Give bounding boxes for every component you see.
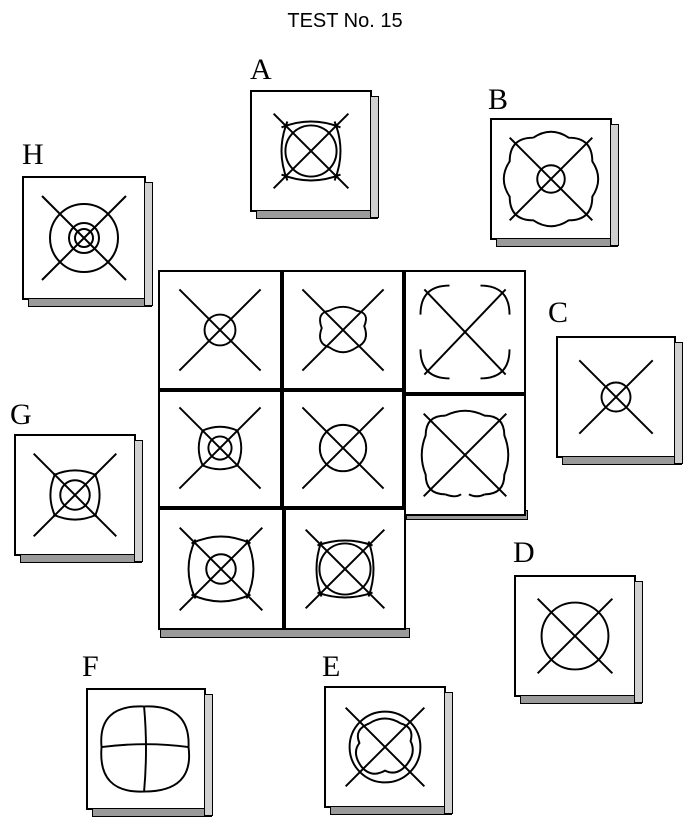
option-label-g: G [10,398,32,431]
matrix-cell-r3c2 [284,508,406,630]
option-f-tile[interactable] [86,688,213,817]
puzzle-matrix [158,270,528,640]
option-h-figure [41,195,127,281]
matrix-cell-r2c1 [158,390,282,508]
option-a-figure [272,112,350,190]
option-label-b: B [488,83,509,116]
option-label-c: C [548,296,569,329]
option-g-figure [33,453,117,537]
matrix-cell-r1c2 [282,270,404,390]
option-label-e: E [322,650,341,683]
option-b-tile[interactable] [490,118,619,247]
matrix-cell-r3c1 [158,508,284,630]
option-e-tile[interactable] [324,686,453,815]
option-g-tile[interactable] [14,434,143,563]
option-a-tile[interactable] [250,90,379,219]
option-c-figure [578,359,654,435]
page-title: TEST No. 15 [287,10,403,32]
matrix-cell-r1c3 [404,270,526,394]
matrix-cell-r2c2 [282,390,404,508]
option-d-tile[interactable] [514,575,643,704]
option-label-a: A [250,53,272,86]
option-label-d: D [513,536,535,569]
option-c-tile[interactable] [556,336,683,465]
option-h-tile[interactable] [22,176,153,307]
option-label-h: H [22,138,44,171]
option-f-figure [100,705,191,793]
matrix-cell-r2c3 [404,394,526,516]
matrix-cell-r1c1 [158,270,282,390]
option-d-figure [536,597,614,675]
option-label-f: F [82,650,99,683]
option-b-figure [502,130,600,228]
option-e-figure [344,706,426,788]
